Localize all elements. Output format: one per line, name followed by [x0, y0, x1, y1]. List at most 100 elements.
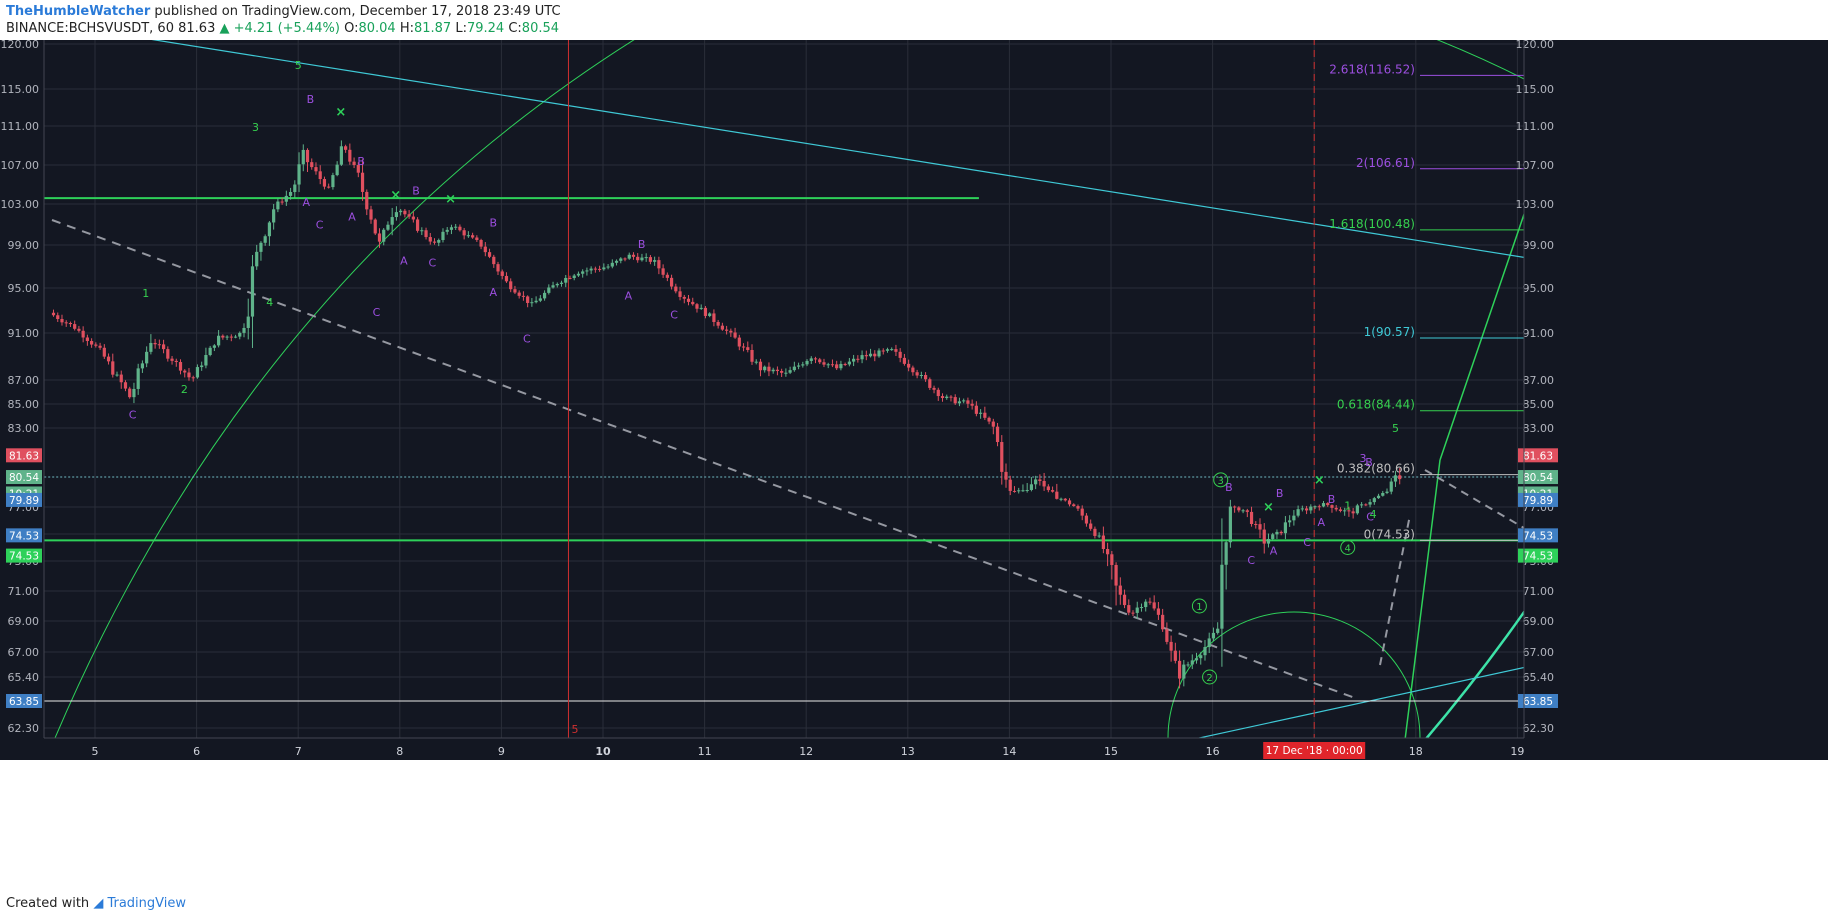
candle-body — [1063, 498, 1067, 501]
y-tick-label-right: 71.00 — [1523, 585, 1555, 598]
fib-level-label: 0.618(84.44) — [1337, 398, 1415, 412]
candle-body — [1385, 491, 1389, 493]
close-value: 80.54 — [521, 21, 560, 36]
x-tick-label: 14 — [1002, 745, 1016, 758]
candle-body — [1025, 489, 1029, 491]
wave-label: B — [1328, 493, 1336, 506]
candle-body — [454, 226, 458, 228]
candle-body — [657, 260, 661, 269]
candle-body — [1228, 506, 1232, 543]
candle-body — [170, 358, 174, 361]
wave-label: 4 — [266, 296, 273, 309]
x-tick-label: 19 — [1510, 745, 1524, 758]
y-tick-label-left: 85.00 — [8, 398, 40, 411]
y-tick-label-right: 67.00 — [1523, 646, 1555, 659]
candle-body — [504, 275, 509, 282]
candle-body — [640, 257, 644, 261]
y-tick-label-left: 67.00 — [8, 646, 40, 659]
candle-body — [149, 342, 153, 352]
candle-body — [847, 361, 851, 365]
y-tick-label-left: 103.00 — [1, 198, 40, 211]
wave-label: C — [129, 408, 137, 421]
candle-body — [576, 273, 581, 276]
wave-label: 1 — [1344, 500, 1351, 513]
wave-circle — [1191, 598, 1207, 614]
candle-body — [1139, 607, 1144, 609]
price-tag-left — [6, 528, 42, 543]
pivot-x-mark: × — [390, 188, 401, 203]
x-tick-label: 10 — [595, 745, 611, 758]
candle-body — [1089, 523, 1093, 529]
candle-body — [73, 324, 77, 329]
candle-body — [356, 165, 360, 173]
candle-body — [369, 209, 373, 220]
price-tag-left-label: 79.89 — [9, 495, 39, 507]
price-chart[interactable]: SUPPORT2.618(116.52)2(106.61)1.618(100.4… — [0, 40, 1828, 886]
candle-body — [496, 264, 500, 272]
fib-fan-line — [1439, 212, 1524, 461]
candle-body — [305, 149, 310, 163]
wave-label: C — [373, 306, 381, 319]
candle-body — [517, 292, 521, 296]
candle-body — [492, 256, 496, 265]
candle-body — [686, 298, 691, 302]
candle-body — [974, 405, 978, 414]
candle-body — [246, 316, 250, 328]
wave-label: B — [1365, 456, 1373, 469]
candle-body — [479, 239, 483, 247]
candle-body — [255, 251, 259, 267]
candle-body — [424, 230, 428, 238]
candle-body — [712, 313, 716, 322]
x-tick-label: 15 — [1104, 745, 1118, 758]
candle-body — [623, 258, 627, 260]
candle-body — [1262, 529, 1266, 544]
candle-body — [1050, 490, 1055, 492]
candle-body — [191, 377, 195, 379]
candle-body — [1376, 495, 1381, 499]
candle-body — [775, 369, 780, 372]
candle-body — [746, 347, 750, 350]
price-tag-left-label: 81.63 — [9, 450, 39, 462]
candle-body — [1084, 515, 1089, 524]
candle-body — [293, 184, 297, 193]
candle-body — [411, 216, 415, 220]
fib-level-label: 2(106.61) — [1356, 156, 1415, 170]
candle-body — [1241, 510, 1245, 512]
candle-body — [538, 298, 542, 301]
candle-body — [1393, 475, 1398, 482]
candle-body — [1233, 506, 1237, 508]
wave-label: C — [1366, 511, 1374, 524]
author-link[interactable]: TheHumbleWatcher — [6, 4, 151, 19]
tradingview-brand[interactable]: TradingView — [107, 896, 186, 911]
wave-label: C — [1247, 554, 1255, 567]
candle-body — [890, 349, 894, 351]
price-tag-right — [1518, 694, 1558, 708]
price-tag-right — [1518, 548, 1558, 563]
candle-body — [1114, 565, 1118, 586]
price-tag-left — [6, 548, 42, 563]
tradingview-logo-icon[interactable]: ◢ — [93, 896, 104, 911]
dashed-trendline — [51, 219, 1356, 699]
fib-level-label: 0(74.53) — [1364, 527, 1415, 541]
candle-body — [826, 364, 830, 366]
y-tick-label-left: 95.00 — [8, 282, 40, 295]
candle-body — [1203, 647, 1207, 656]
candle-body — [81, 330, 85, 338]
candle-body — [809, 358, 813, 361]
price-tag-right — [1518, 448, 1558, 463]
y-tick-label-left: 107.00 — [1, 159, 40, 172]
candle-body — [1330, 505, 1334, 508]
candle-body — [1169, 641, 1173, 651]
candle-body — [238, 332, 242, 337]
pivot-x-mark: × — [335, 105, 346, 120]
candle-body — [606, 266, 610, 268]
candle-body — [280, 201, 284, 203]
candle-body — [631, 254, 636, 257]
candle-body — [1034, 479, 1038, 485]
y-tick-label-right: 83.00 — [1523, 422, 1555, 435]
candle-body — [56, 315, 60, 320]
candle-body — [1012, 490, 1017, 492]
candle-body — [1135, 607, 1139, 613]
candle-body — [394, 212, 399, 218]
candle-body — [987, 417, 991, 422]
